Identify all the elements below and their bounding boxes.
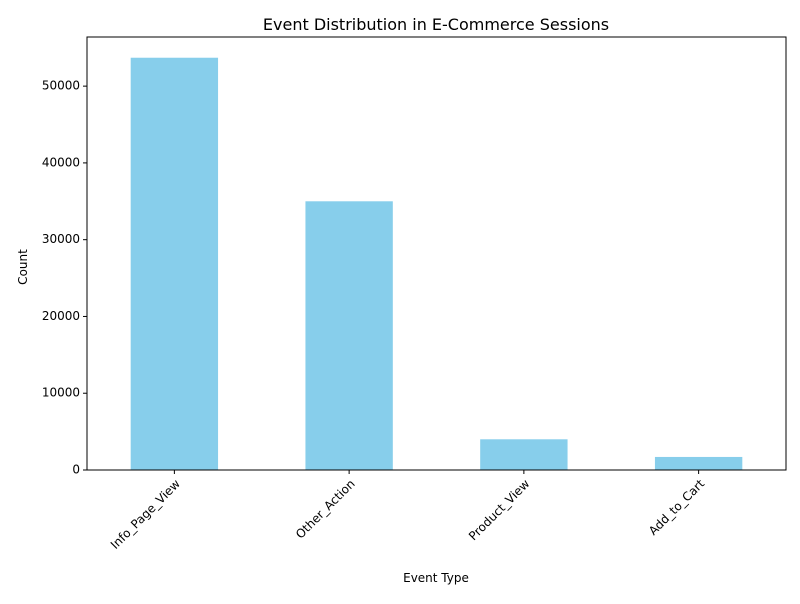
bar-info-page-view xyxy=(130,57,219,470)
y-axis: 0 10000 20000 30000 40000 50000 xyxy=(42,79,87,477)
x-axis-label: Event Type xyxy=(403,571,469,585)
x-tick-label: Product_View xyxy=(466,477,533,544)
bars-group xyxy=(130,57,743,471)
y-tick-label: 20000 xyxy=(42,309,80,323)
y-tick-label: 30000 xyxy=(42,232,80,246)
plot-frame xyxy=(86,36,787,471)
bar-add-to-cart xyxy=(654,456,743,470)
x-tick-label: Add_to_Cart xyxy=(646,476,707,537)
x-tick-label: Info_Page_View xyxy=(108,477,183,552)
y-tick-label: 0 xyxy=(72,463,80,477)
y-axis-label: Count xyxy=(16,249,30,285)
y-tick-label: 10000 xyxy=(42,386,80,400)
chart-title: Event Distribution in E-Commerce Session… xyxy=(263,15,609,34)
y-tick-label: 40000 xyxy=(42,155,80,169)
bar-other-action xyxy=(305,201,393,471)
y-tick-label: 50000 xyxy=(42,79,80,93)
x-axis: Info_Page_View Other_Action Product_View Ad… xyxy=(108,470,707,552)
x-tick-label: Other_Action xyxy=(293,477,358,542)
bar-product-view xyxy=(480,439,568,470)
